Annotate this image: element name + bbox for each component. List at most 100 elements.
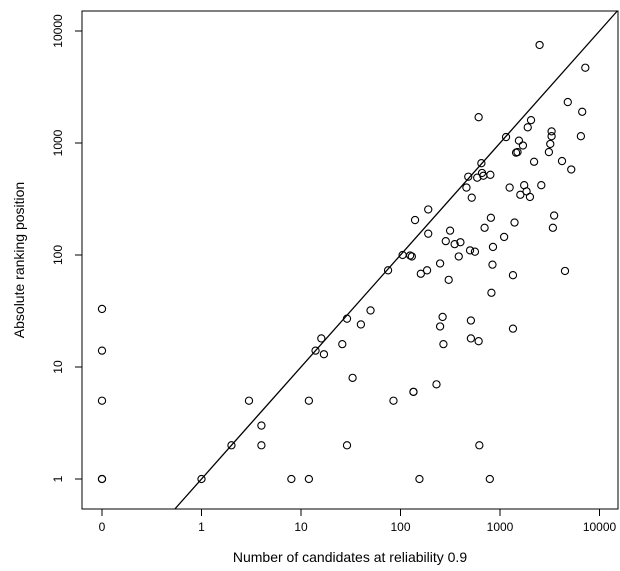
y-tick-label: 1 [51, 475, 65, 482]
x-axis-title: Number of candidates at reliability 0.9 [233, 549, 467, 565]
data-point [456, 238, 465, 247]
data-point [410, 215, 420, 225]
data-point [462, 183, 471, 192]
data-point [383, 266, 393, 275]
data-point [567, 165, 576, 174]
data-point [547, 132, 556, 141]
data-point [576, 132, 586, 141]
data-point [473, 173, 482, 182]
data-point [257, 421, 266, 430]
x-tick-label: 100 [390, 520, 410, 534]
data-point [416, 269, 425, 278]
data-point [514, 136, 524, 145]
data-point [439, 339, 448, 349]
data-point [537, 181, 546, 190]
y-tick-label: 1000 [51, 129, 65, 156]
data-point [535, 40, 544, 50]
data-point [477, 159, 486, 168]
y-axis-title: Absolute ranking position [11, 182, 27, 338]
data-point [366, 306, 375, 315]
data-point [97, 346, 107, 355]
y-tick-label: 10 [51, 360, 65, 374]
data-point [508, 271, 518, 280]
data-point [465, 246, 475, 255]
data-point [432, 380, 441, 389]
data-point [513, 147, 522, 157]
data-point [474, 113, 483, 122]
data-point [470, 247, 480, 256]
data-point [486, 213, 496, 222]
data-point [311, 346, 320, 355]
data-point [445, 226, 455, 235]
data-point [438, 312, 447, 322]
data-point [450, 239, 459, 249]
data-point [466, 316, 476, 325]
data-point [342, 314, 352, 323]
data-point [97, 396, 107, 405]
data-point [499, 232, 509, 242]
data-point [97, 304, 107, 314]
data-point [526, 115, 536, 125]
y-tick-label: 10000 [51, 14, 65, 48]
data-point [467, 193, 476, 202]
data-point [435, 259, 445, 268]
data-point [480, 223, 489, 232]
data-point [356, 320, 366, 329]
data-point [441, 236, 450, 246]
data-point [409, 387, 418, 396]
plot-frame [81, 10, 619, 510]
data-point [424, 205, 433, 214]
data-point [97, 474, 107, 484]
data-point [474, 337, 483, 346]
data-point [348, 373, 357, 383]
data-point [244, 396, 254, 405]
x-tick-label: 10000 [583, 520, 617, 534]
x-tick-label: 1000 [487, 520, 514, 534]
data-point [548, 223, 558, 232]
data-point [529, 157, 539, 166]
data-point [227, 441, 236, 450]
data-point [319, 350, 329, 359]
data-point [563, 97, 572, 107]
y-tick-label: 100 [51, 245, 65, 265]
x-tick-label: 10 [294, 520, 308, 534]
data-point [257, 441, 266, 450]
data-point [549, 211, 559, 220]
data-point [516, 190, 525, 199]
data-point [389, 396, 398, 405]
x-axis: 0 1 10 100 1000 10000 [99, 508, 617, 534]
data-point [488, 242, 498, 252]
data-point [342, 441, 352, 450]
data-point [488, 260, 497, 269]
data-point [487, 288, 496, 297]
data-point [338, 339, 347, 349]
x-tick-label: 0 [99, 520, 106, 534]
x-tick-label: 1 [198, 520, 205, 534]
data-point [466, 334, 476, 343]
reference-line-layer [174, 10, 618, 510]
data-point [486, 170, 495, 179]
data-point [454, 252, 463, 261]
data-point [407, 252, 416, 261]
data-point [546, 139, 555, 149]
reference-line [174, 10, 618, 510]
y-axis: 1 10 100 1000 10000 [51, 14, 83, 482]
data-point [475, 441, 484, 450]
data-point [581, 63, 590, 72]
data-point [557, 156, 567, 166]
data-point [405, 251, 415, 260]
data-point [544, 147, 554, 157]
data-point [505, 183, 514, 192]
data-point [415, 474, 424, 484]
data-point [485, 474, 494, 484]
data-point [508, 324, 518, 333]
data-point [422, 266, 432, 275]
data-point [304, 396, 314, 405]
data-point [525, 192, 535, 202]
data-point [510, 218, 519, 227]
data-point [317, 334, 326, 343]
data-point [578, 107, 587, 116]
data-point [560, 266, 570, 276]
data-points [97, 40, 590, 484]
